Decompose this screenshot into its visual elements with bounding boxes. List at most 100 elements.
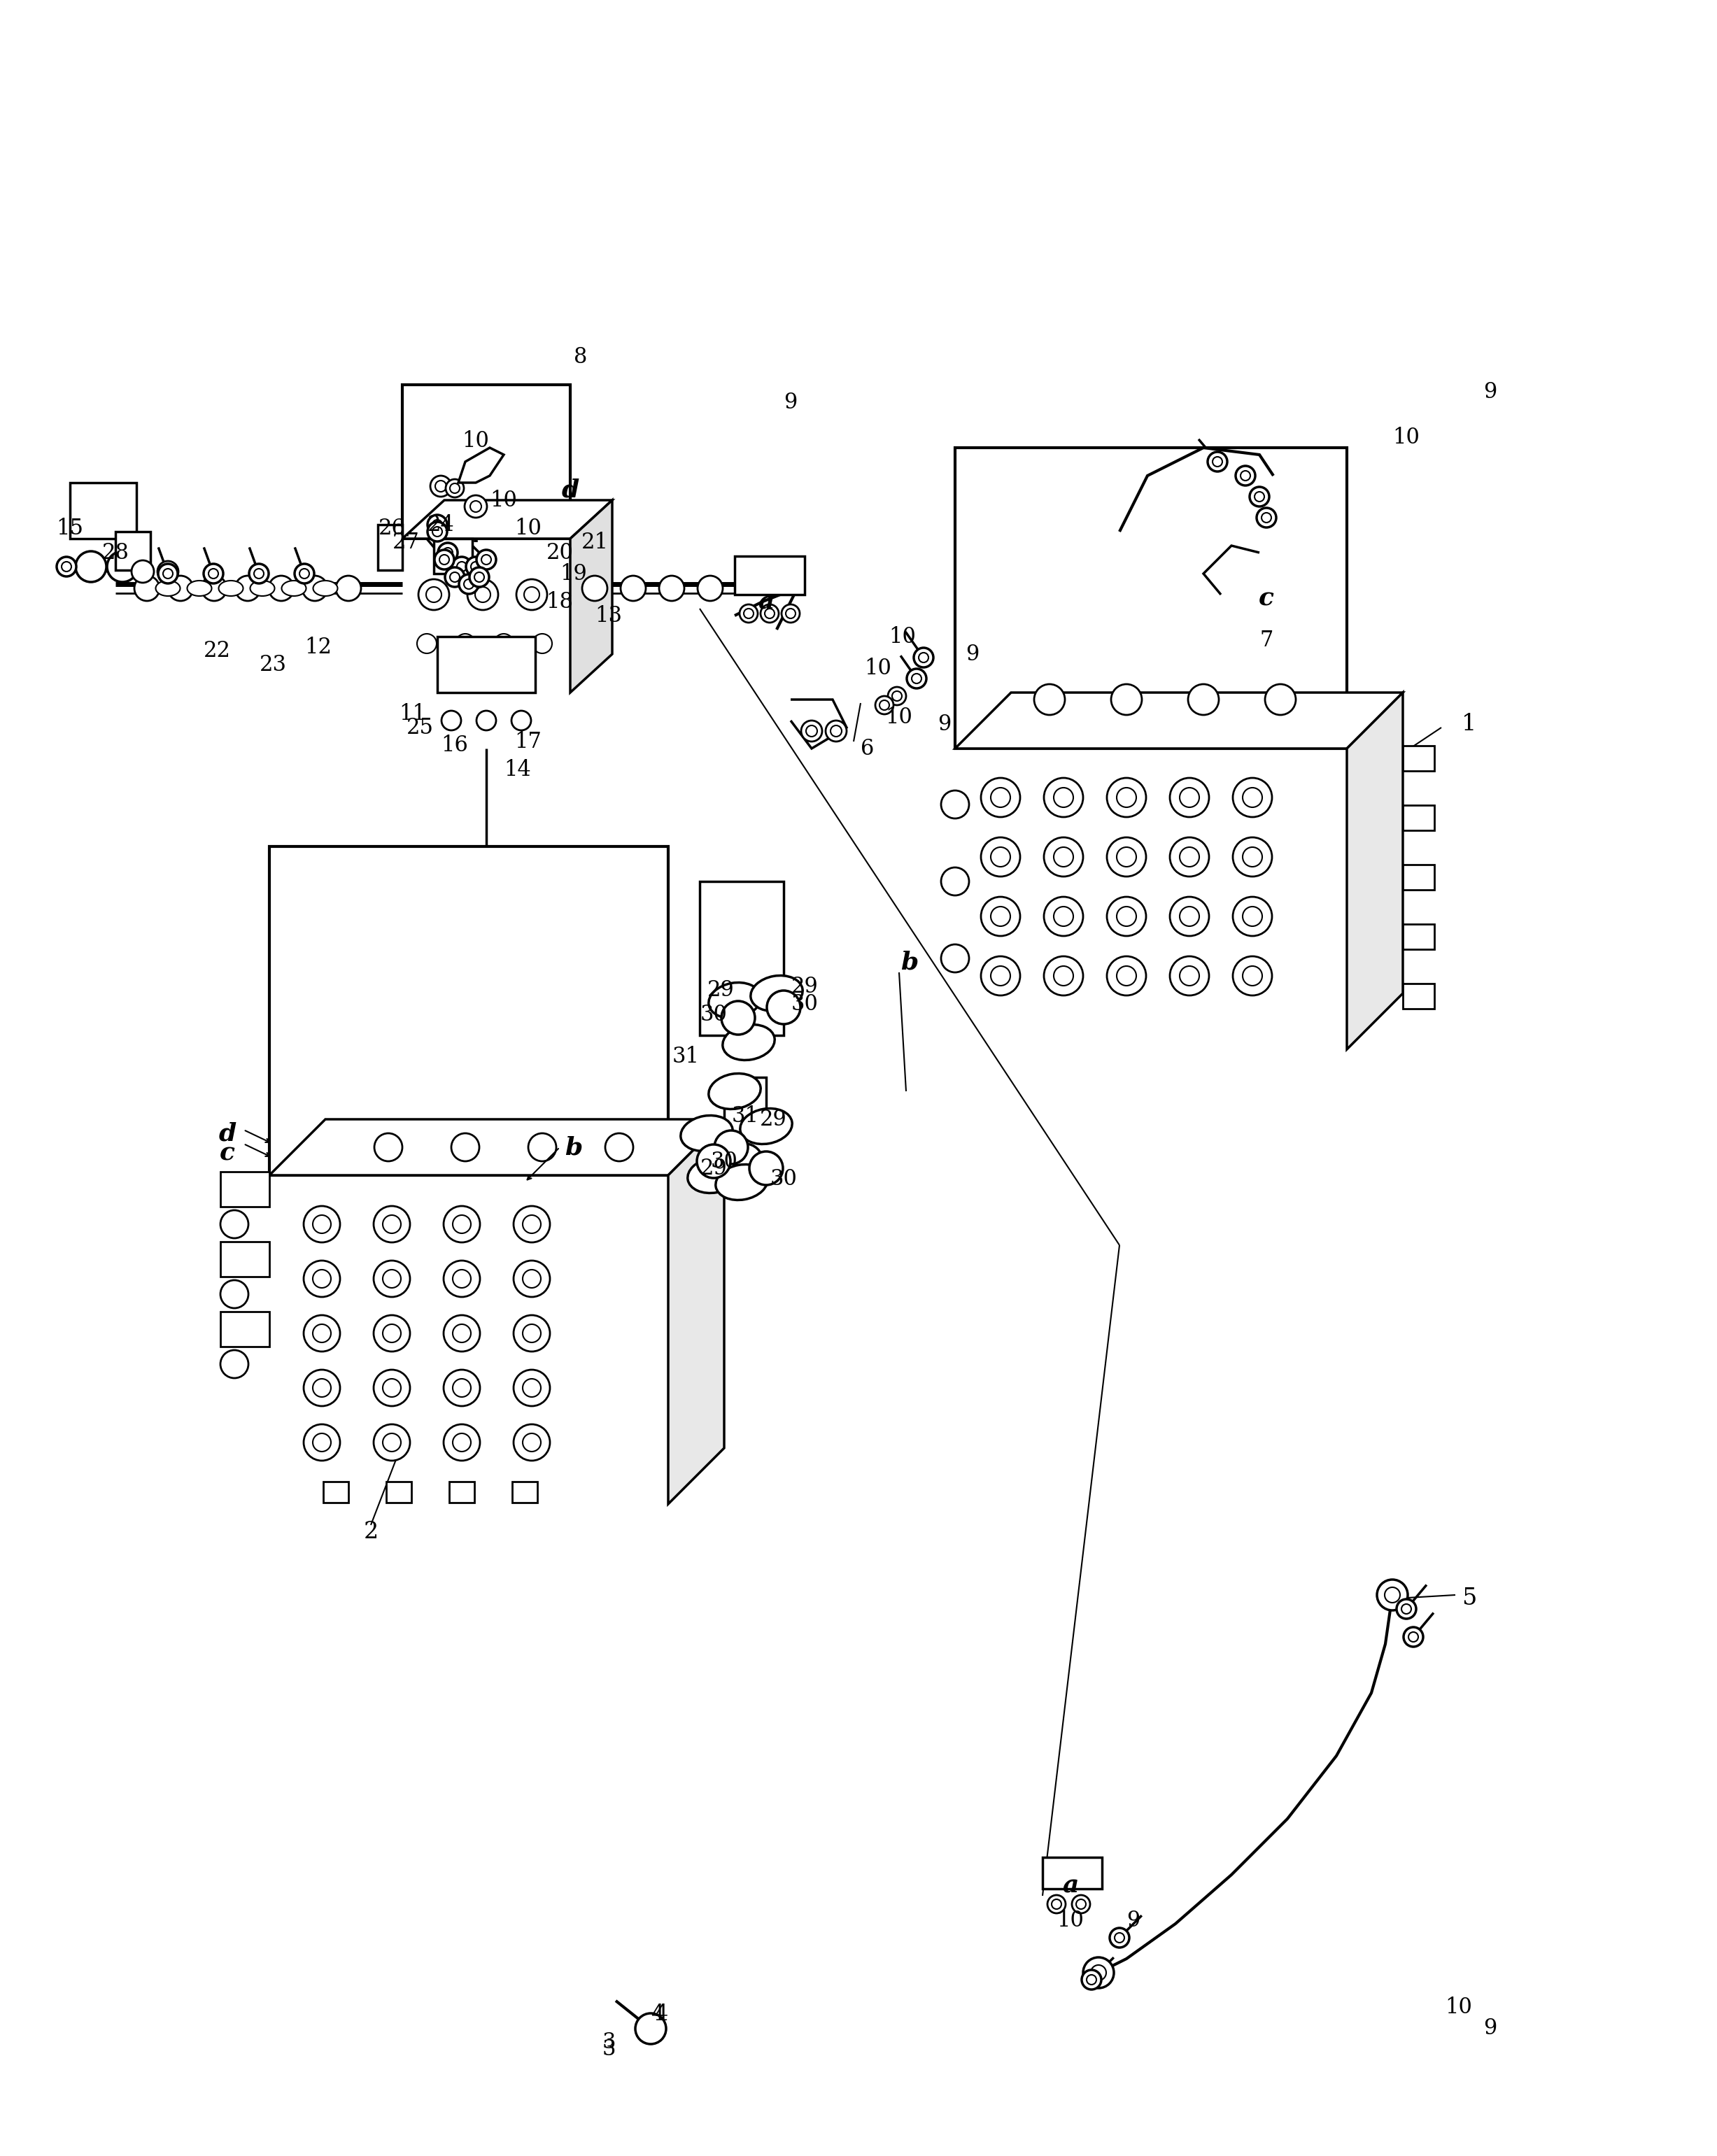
Text: a: a xyxy=(757,591,774,614)
Text: 8: 8 xyxy=(573,345,587,369)
Text: 10: 10 xyxy=(1446,1996,1473,2018)
Text: 11: 11 xyxy=(398,703,426,724)
Circle shape xyxy=(438,543,458,563)
Circle shape xyxy=(1250,487,1269,507)
Circle shape xyxy=(1180,847,1198,867)
Circle shape xyxy=(888,688,907,705)
Circle shape xyxy=(312,1216,331,1233)
Circle shape xyxy=(220,1210,249,1238)
Ellipse shape xyxy=(687,1158,740,1192)
Text: b: b xyxy=(901,951,919,975)
Circle shape xyxy=(1408,1632,1418,1643)
Circle shape xyxy=(470,500,481,513)
Circle shape xyxy=(419,580,450,610)
Circle shape xyxy=(1054,787,1073,806)
Circle shape xyxy=(441,711,462,731)
Polygon shape xyxy=(955,692,1403,748)
Circle shape xyxy=(1396,1600,1417,1619)
Text: 30: 30 xyxy=(711,1151,738,1173)
Text: 6: 6 xyxy=(860,737,874,759)
Circle shape xyxy=(1107,957,1145,996)
Circle shape xyxy=(1114,1932,1125,1943)
Circle shape xyxy=(445,567,465,586)
Circle shape xyxy=(1169,897,1209,936)
Circle shape xyxy=(235,576,261,602)
Polygon shape xyxy=(402,500,613,539)
Circle shape xyxy=(529,1134,556,1162)
Circle shape xyxy=(452,1134,479,1162)
Circle shape xyxy=(721,1000,755,1035)
Circle shape xyxy=(158,565,179,584)
Text: 9: 9 xyxy=(965,642,979,664)
Ellipse shape xyxy=(740,1108,792,1145)
Circle shape xyxy=(1169,778,1209,817)
Polygon shape xyxy=(790,699,846,748)
Circle shape xyxy=(802,720,822,742)
Circle shape xyxy=(761,604,780,623)
Circle shape xyxy=(1077,1899,1085,1908)
Text: 19: 19 xyxy=(560,563,587,584)
Circle shape xyxy=(522,1216,541,1233)
Circle shape xyxy=(1212,457,1223,466)
Ellipse shape xyxy=(218,580,244,595)
Circle shape xyxy=(1233,778,1272,817)
Circle shape xyxy=(465,556,486,576)
Text: 9: 9 xyxy=(937,714,951,735)
Circle shape xyxy=(163,565,173,578)
Circle shape xyxy=(1403,1628,1423,1647)
Text: 29: 29 xyxy=(701,1158,728,1179)
Circle shape xyxy=(831,724,841,737)
Text: 10: 10 xyxy=(864,658,891,679)
Circle shape xyxy=(312,1324,331,1343)
Circle shape xyxy=(455,634,476,653)
Circle shape xyxy=(524,586,539,602)
Circle shape xyxy=(522,1270,541,1287)
Circle shape xyxy=(453,1380,470,1397)
Circle shape xyxy=(893,692,901,701)
Circle shape xyxy=(1255,492,1264,502)
Circle shape xyxy=(1083,1958,1114,1988)
Text: c: c xyxy=(220,1141,235,1164)
Circle shape xyxy=(304,1369,340,1406)
Circle shape xyxy=(1054,908,1073,927)
Circle shape xyxy=(980,897,1020,936)
Circle shape xyxy=(1107,837,1145,877)
Bar xyxy=(699,882,783,1035)
Circle shape xyxy=(453,1434,470,1451)
Circle shape xyxy=(697,1145,730,1177)
Circle shape xyxy=(1240,470,1250,481)
Circle shape xyxy=(433,520,443,530)
Circle shape xyxy=(1243,966,1262,985)
Circle shape xyxy=(513,1261,549,1298)
Circle shape xyxy=(443,1315,481,1352)
Circle shape xyxy=(163,569,173,578)
Text: 29: 29 xyxy=(707,979,735,1000)
Circle shape xyxy=(1233,957,1272,996)
Text: 18: 18 xyxy=(546,591,573,612)
Text: 10: 10 xyxy=(1392,427,1420,448)
Circle shape xyxy=(446,479,464,498)
Circle shape xyxy=(604,1134,634,1162)
Circle shape xyxy=(383,1270,400,1287)
Circle shape xyxy=(465,496,488,517)
Circle shape xyxy=(1034,683,1065,716)
Ellipse shape xyxy=(716,1164,767,1201)
Circle shape xyxy=(1257,509,1276,528)
Circle shape xyxy=(728,1143,762,1179)
Text: 31: 31 xyxy=(671,1046,699,1067)
Polygon shape xyxy=(458,448,503,483)
Circle shape xyxy=(991,908,1010,927)
Circle shape xyxy=(1107,778,1145,817)
Circle shape xyxy=(1054,966,1073,985)
Circle shape xyxy=(1243,908,1262,927)
Text: 10: 10 xyxy=(462,429,489,451)
Circle shape xyxy=(1044,897,1083,936)
Circle shape xyxy=(1044,778,1083,817)
Circle shape xyxy=(464,580,474,589)
Bar xyxy=(220,1242,270,1276)
Circle shape xyxy=(204,565,223,584)
Circle shape xyxy=(443,1205,481,1242)
Circle shape xyxy=(62,563,72,571)
Circle shape xyxy=(132,561,155,582)
Text: d: d xyxy=(218,1121,237,1145)
